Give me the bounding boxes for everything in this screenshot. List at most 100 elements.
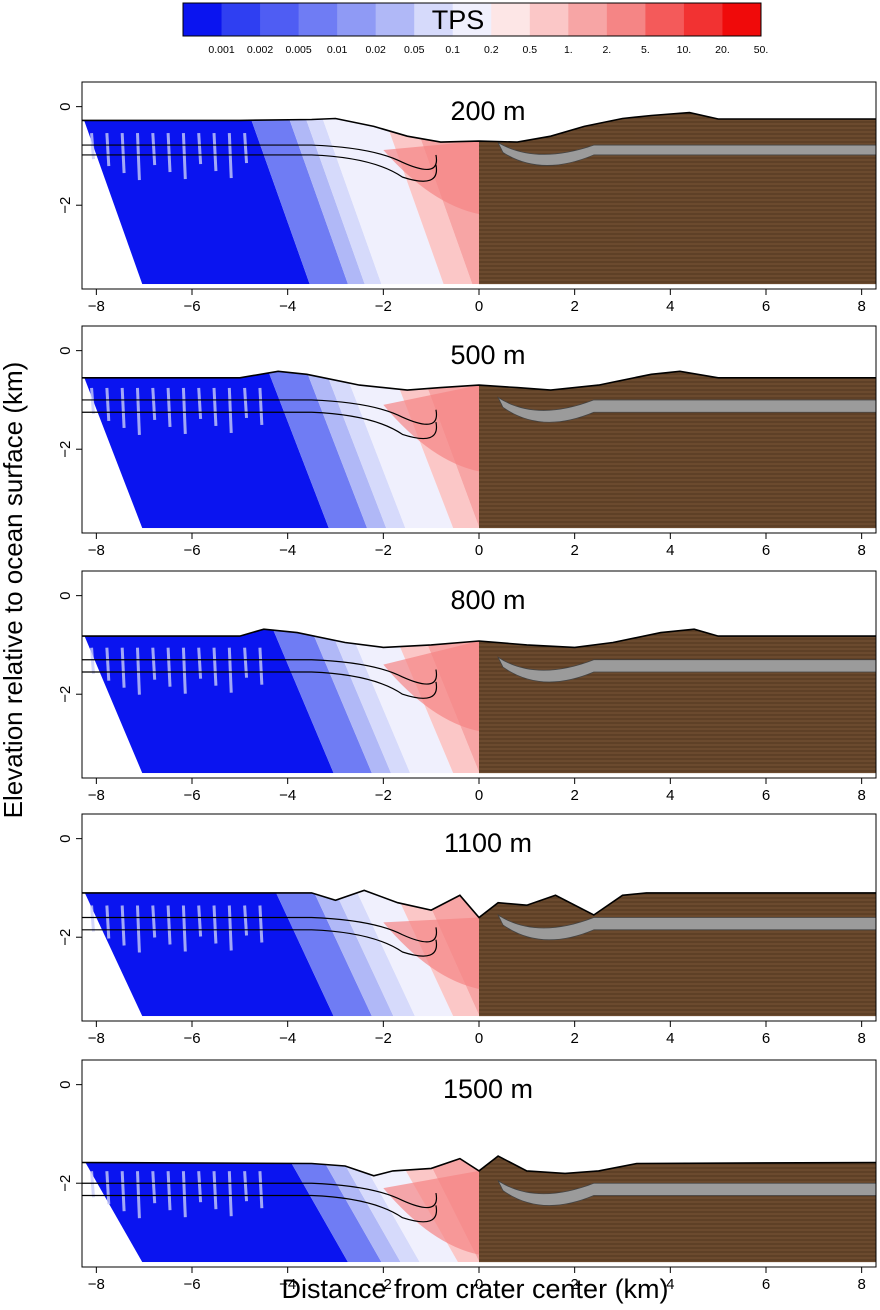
tps-streak — [212, 133, 218, 172]
tps-streak — [197, 1171, 203, 1203]
tps-streak — [151, 132, 157, 166]
x-tick-label: 2 — [570, 1030, 578, 1047]
x-tick-label: −6 — [183, 1030, 200, 1047]
surface-profile — [82, 111, 876, 143]
tps-streak — [135, 1171, 141, 1219]
tps-hot-core — [383, 1170, 479, 1255]
x-tick-label: −4 — [279, 542, 296, 559]
colorbar-swatch — [529, 3, 569, 36]
colorbar-tick-label: 0.005 — [285, 44, 311, 56]
colorbar-tick-label: 20. — [715, 44, 730, 56]
y-tick-label: 0 — [57, 346, 74, 354]
x-tick-label: −8 — [88, 298, 105, 315]
colorbar-swatch — [568, 3, 608, 36]
tps-streak — [151, 905, 157, 938]
tps-streak — [212, 387, 218, 427]
tps-streak — [227, 1171, 233, 1217]
tps-streak — [258, 1171, 264, 1209]
panel-title: 200 m — [450, 96, 525, 126]
tps-streak — [120, 1171, 126, 1212]
tps-streak — [105, 132, 111, 167]
x-tick-label: 4 — [666, 542, 674, 559]
tps-band — [273, 890, 372, 1017]
tps-streak — [197, 132, 203, 165]
tps-streak — [120, 647, 126, 688]
colorbar-swatch — [683, 3, 723, 36]
tps-band — [304, 114, 382, 285]
x-tick-label: 8 — [857, 1030, 865, 1047]
tps-band — [306, 371, 387, 529]
tps-streak — [227, 387, 233, 433]
x-tick-label: −8 — [88, 1030, 105, 1047]
material-block — [479, 371, 876, 529]
horizon-line — [82, 1194, 438, 1223]
x-tick-label: 8 — [857, 542, 865, 559]
x-tick-label: −8 — [88, 542, 105, 559]
tps-streak — [105, 387, 111, 422]
tps-band — [249, 114, 348, 285]
strata-lines — [479, 630, 876, 772]
colorbar-tick-label: 0.5 — [522, 44, 537, 56]
panel: 1500 m −8 −6 −4 −2 0 2 4 6 8 0 −2 — [57, 1059, 877, 1293]
tps-band — [325, 371, 406, 529]
tps-hot-core — [383, 385, 479, 472]
panel: 800 m −8 −6 −4 −2 0 2 4 6 8 0 −2 — [57, 570, 877, 804]
x-tick-label: 4 — [666, 1276, 674, 1293]
y-tick-label: −2 — [57, 929, 74, 946]
tps-streak — [166, 387, 172, 428]
horizon-line — [82, 144, 438, 170]
x-tick-label: −4 — [279, 1030, 296, 1047]
tps-streak — [227, 647, 233, 693]
colorbar-swatch — [183, 3, 223, 36]
marker-layer — [497, 396, 876, 423]
tps-band — [340, 1156, 420, 1263]
colorbar-swatch — [221, 3, 261, 36]
tps-streak — [258, 387, 264, 426]
tps-band — [82, 890, 334, 1017]
y-tick-label: 0 — [57, 102, 74, 110]
tps-band — [321, 1156, 401, 1263]
panel: 200 m −8 −6 −4 −2 0 2 4 6 8 0 −2 — [57, 81, 877, 315]
marker-layer — [497, 141, 876, 166]
tps-streak — [258, 905, 264, 943]
horizon-line — [82, 929, 438, 957]
tps-band — [354, 890, 454, 1017]
colorbar-tick-label: 10. — [677, 44, 692, 56]
tps-streak — [181, 387, 187, 434]
panel-title: 1500 m — [443, 1074, 533, 1104]
tps-streak — [90, 905, 95, 932]
x-tick-label: 2 — [570, 298, 578, 315]
y-tick-label: −2 — [57, 686, 74, 703]
tps-streak — [166, 905, 172, 945]
colorbar-swatch — [260, 3, 300, 36]
horizon-line — [82, 154, 438, 182]
surface-profile — [81, 1155, 877, 1177]
surface-profile — [82, 628, 876, 649]
tps-streak — [151, 647, 157, 680]
tps-streak — [105, 647, 111, 681]
x-tick-label: 6 — [762, 298, 770, 315]
tps-streak — [90, 1171, 95, 1198]
tps-streak — [212, 1171, 218, 1210]
material-block — [479, 112, 876, 285]
tps-streak — [151, 1171, 157, 1204]
x-tick-label: 2 — [570, 542, 578, 559]
x-tick-label: 0 — [475, 1030, 483, 1047]
x-tick-label: −6 — [183, 298, 200, 315]
tps-band — [82, 371, 329, 529]
x-tick-label: −6 — [183, 1276, 200, 1293]
tps-band — [268, 371, 368, 529]
x-tick-label: 2 — [570, 1276, 578, 1293]
colorbar-tick-label: 0.1 — [445, 44, 460, 56]
colorbar-tick-label: 2. — [602, 44, 611, 56]
tps-streak — [135, 647, 141, 695]
y-tick-label: 0 — [57, 834, 74, 842]
surface-profile — [82, 889, 876, 919]
horizon-line — [82, 399, 438, 425]
marker-layer — [497, 1179, 876, 1206]
colorbar-tick-label: 0.2 — [484, 44, 499, 56]
tps-hot-core — [383, 640, 479, 732]
tps-streak — [227, 905, 233, 951]
